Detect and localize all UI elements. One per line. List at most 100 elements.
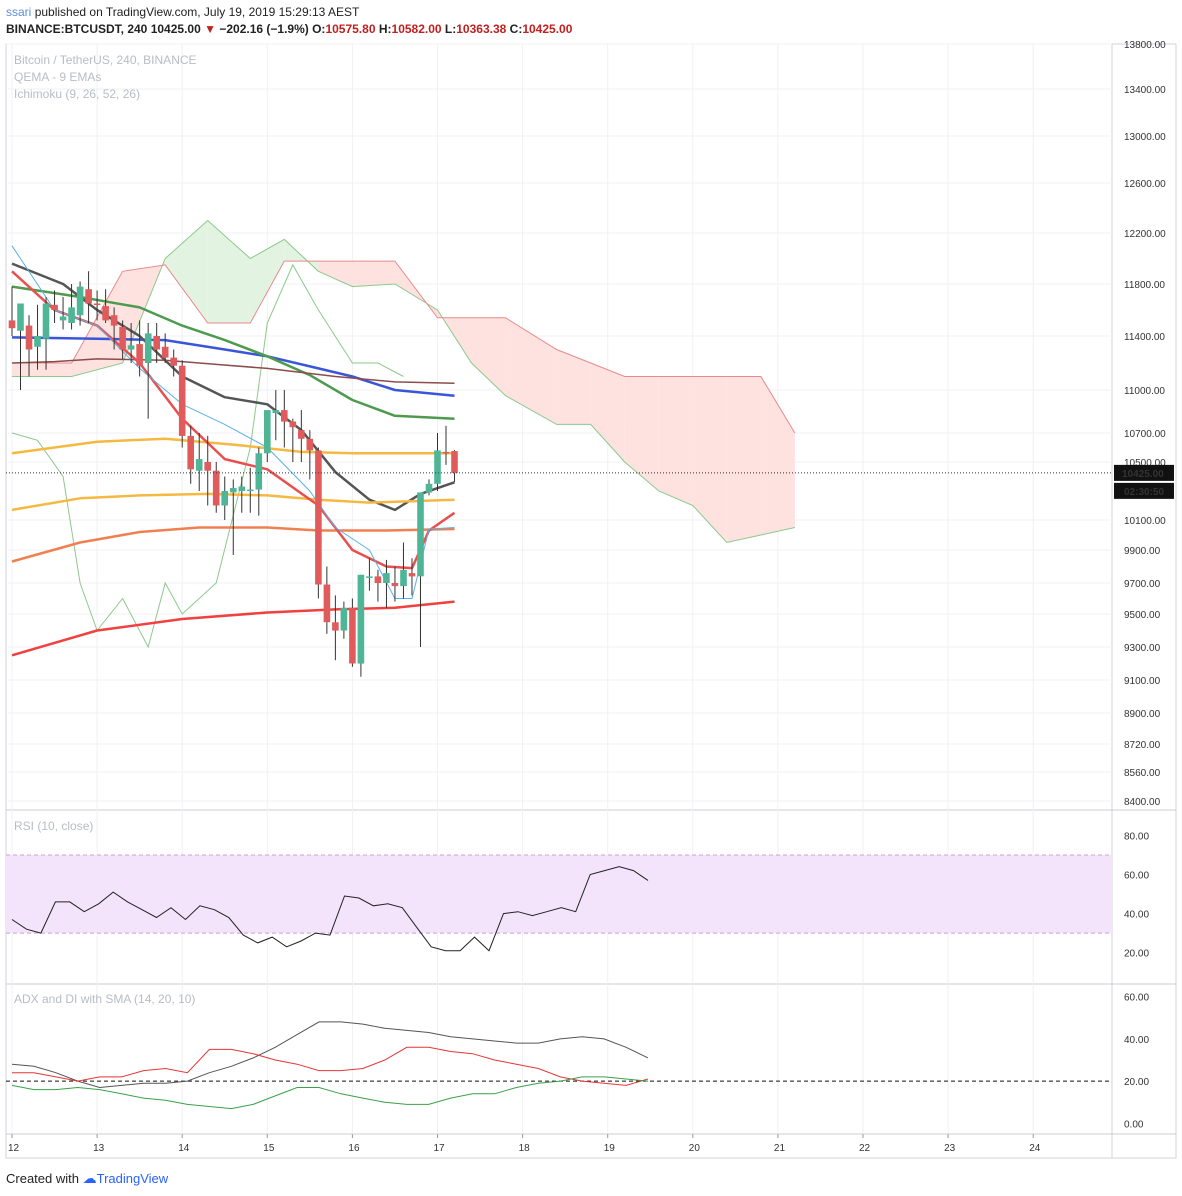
cloud-bearish (556, 349, 591, 425)
adx-tick-label: 60.00 (1124, 993, 1149, 1004)
cloud-bearish (12, 363, 72, 377)
candle-up (255, 453, 263, 490)
countdown-box (1114, 482, 1174, 499)
candle-down (178, 365, 186, 436)
price-tick-label: 11800.00 (1124, 280, 1165, 291)
chikou-span (11, 263, 404, 649)
candle-down (85, 289, 92, 304)
cloud-bearish (726, 376, 761, 543)
adx-line (11, 1021, 649, 1089)
time-tick-label: 21 (774, 1143, 786, 1154)
time-tick-label: 13 (93, 1143, 105, 1154)
legend-main[interactable]: Bitcoin / TetherUS, 240, BINANCE (14, 53, 197, 67)
cloud-bearish (318, 261, 353, 287)
cloud-bearish (471, 317, 506, 396)
candle-up (144, 333, 152, 363)
price-tick-label: 11000.00 (1124, 386, 1165, 397)
candle-up (76, 286, 84, 316)
down-arrow-icon: ▼ (204, 22, 216, 36)
candle-down (153, 336, 160, 350)
price-tick-label: 10100.00 (1124, 516, 1166, 527)
time-tick-label: 15 (263, 1143, 275, 1154)
ema_brown-line (11, 358, 455, 385)
candle-down (349, 607, 356, 664)
time-tick-label: 20 (689, 1143, 701, 1154)
adx-tick-label: 20.00 (1124, 1077, 1149, 1088)
publisher-username[interactable]: ssari (6, 5, 32, 19)
candle-down (110, 315, 118, 326)
candle-down (161, 346, 169, 358)
candle-down (323, 584, 331, 623)
candle-up (17, 303, 24, 331)
chart-frame (5, 43, 1177, 1159)
close-label: C: (509, 22, 523, 36)
candle-down (408, 573, 416, 577)
time-tick-label: 12 (8, 1143, 20, 1154)
candle-up (238, 486, 246, 491)
publish-text: published on TradingView.com, July 19, 2… (34, 5, 360, 19)
candle-up (434, 450, 441, 484)
legend-ichimoku[interactable]: Ichimoku (9, 26, 52, 26) (14, 87, 141, 101)
cloud-bearish (658, 376, 693, 506)
rsi-line (11, 866, 649, 952)
candle-up (195, 459, 203, 471)
cloud-bearish (692, 376, 727, 543)
candle-up (230, 488, 237, 493)
price-tick-label: 9100.00 (1124, 676, 1161, 687)
adx-tick-label: 0.00 (1124, 1119, 1144, 1130)
close-value: 10425.00 (522, 22, 573, 36)
candle-down (332, 622, 339, 631)
high-value: 10582.00 (391, 22, 442, 36)
candle-down (212, 470, 220, 506)
low-value: 10363.38 (456, 22, 507, 36)
candle-up (425, 483, 433, 493)
price-tick-label: 9500.00 (1124, 610, 1161, 621)
rsi-tick-label: 60.00 (1124, 871, 1149, 882)
footer: Created with ☁TradingView (6, 1170, 168, 1187)
cloud-bearish (71, 271, 123, 377)
rsi-tick-label: 20.00 (1124, 949, 1149, 960)
last-price: 10425.00 (150, 22, 201, 36)
candle-down (306, 438, 314, 451)
candle-up (68, 307, 75, 323)
candle-up (400, 569, 407, 587)
candle-up (340, 607, 348, 631)
legend-rsi[interactable]: RSI (10, close) (14, 819, 94, 833)
candle-down (8, 320, 16, 329)
candle-up (42, 303, 50, 339)
candle-down (298, 430, 305, 439)
candle-up (221, 491, 228, 506)
tradingview-logo-icon[interactable]: ☁ (82, 1170, 97, 1186)
open-label: O: (312, 22, 326, 36)
price-tick-label: 13800.00 (1124, 40, 1166, 51)
price-tick-label: 8720.00 (1124, 740, 1161, 751)
footer-created: Created with (6, 1171, 79, 1186)
price-tick-label: 9300.00 (1124, 643, 1161, 654)
cloud-bearish (760, 376, 795, 535)
candle-down (391, 583, 399, 587)
price-marker-box (1114, 464, 1174, 481)
legend-qema[interactable]: QEMA - 9 EMAs (14, 70, 102, 84)
time-tick-label: 19 (604, 1143, 616, 1154)
price-tick-label: 8560.00 (1124, 768, 1161, 779)
open-value: 10575.80 (325, 22, 376, 36)
candle-down (51, 304, 58, 310)
cloud-bearish (352, 261, 395, 287)
price-tick-label: 11400.00 (1124, 332, 1165, 343)
rsi-band (6, 854, 1112, 934)
candle-down (204, 462, 211, 471)
rsi-tick-label: 80.00 (1124, 831, 1149, 842)
price-marker-label: 10425.00 (1122, 469, 1164, 480)
time-tick-label: 22 (859, 1143, 871, 1154)
di-plus-line (12, 1046, 649, 1086)
candle-down (374, 576, 382, 583)
price-tick-label: 8400.00 (1124, 797, 1161, 808)
ohlc-header: BINANCE:BTCUSDT, 240 10425.00 ▼ −202.16 … (6, 22, 572, 36)
cloud-bullish (165, 220, 208, 323)
footer-brand[interactable]: TradingView (96, 1171, 169, 1186)
candle-down (25, 325, 33, 350)
legend-adx[interactable]: ADX and DI with SMA (14, 20, 10) (14, 992, 196, 1006)
candle-up (417, 492, 424, 577)
candle-up (366, 576, 373, 578)
